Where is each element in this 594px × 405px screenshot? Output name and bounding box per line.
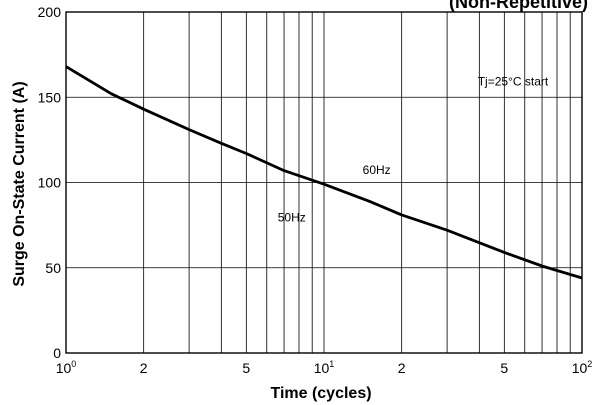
chart-annotation: Tj=25°C start: [478, 74, 549, 88]
x-tick-label: 5: [242, 360, 250, 376]
grid-layer: [66, 12, 582, 353]
annotation-layer: Tj=25°C start 60Hz 50Hz: [278, 74, 549, 224]
chart-annotation: 50Hz: [278, 211, 306, 225]
chart-title: (Non-Repetitive): [449, 0, 588, 12]
x-tick-label: 101: [314, 359, 335, 376]
series-line: [65, 65, 583, 280]
y-tick-label: 150: [38, 89, 62, 105]
x-tick-label: 2: [398, 360, 406, 376]
tick-label-layer: 100 2 5 101 2 5 102 0 50 100 150 200: [38, 4, 593, 376]
x-tick-label: 102: [572, 359, 593, 376]
y-tick-label: 100: [38, 175, 62, 191]
x-tick-label: 5: [500, 360, 508, 376]
series-layer: [65, 65, 583, 280]
x-tick-label: 2: [140, 360, 148, 376]
y-tick-label: 200: [38, 4, 62, 20]
y-axis-title: Surge On-State Current (A): [11, 81, 28, 286]
x-axis-title: Time (cycles): [270, 385, 371, 402]
x-tick-label: 100: [56, 359, 77, 376]
y-tick-label: 0: [53, 345, 61, 361]
chart-annotation: 60Hz: [363, 163, 391, 177]
plot-frame: [65, 11, 583, 354]
y-tick-label: 50: [45, 260, 61, 276]
